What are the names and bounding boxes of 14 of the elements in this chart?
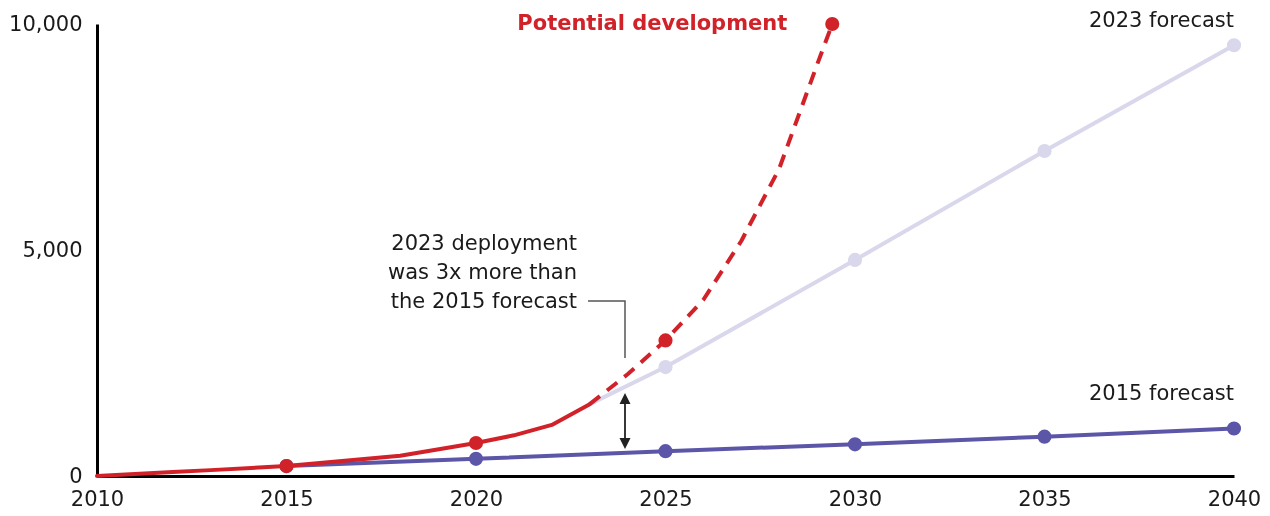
series-label: 2023 forecast [1088, 8, 1234, 33]
series-label: Potential development [517, 11, 788, 35]
x-tick-label: 2040 [1207, 486, 1262, 511]
annotation: 2023 deployment was 3x more than the 2015 forecast [388, 231, 577, 313]
x-tick-label: 2025 [639, 486, 693, 511]
x-tick-label: 2010 [70, 486, 125, 511]
y-tick-label: 0 [69, 463, 83, 488]
x-tick-label: 2015 [260, 486, 314, 511]
x-tick-label: 2030 [828, 486, 883, 511]
y-tick-label: 5,000 [22, 237, 83, 262]
x-tick-label: 2020 [449, 486, 504, 511]
series-label: 2015 forecast [1088, 380, 1234, 405]
x-tick-label: 2035 [1018, 486, 1072, 511]
y-tick-label: 10,000 [9, 11, 83, 36]
